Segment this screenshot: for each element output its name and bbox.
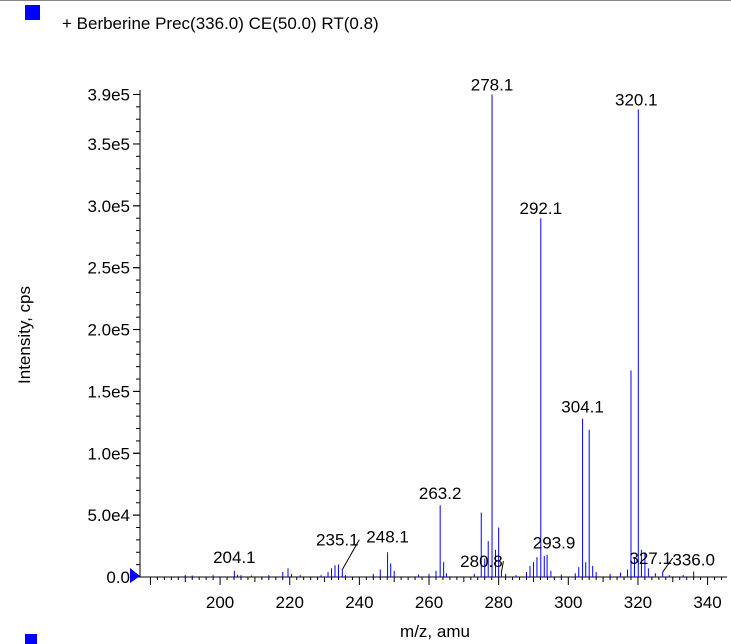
peak-label: 336.0 — [672, 550, 715, 569]
y-axis: 0.0 5.0e4 1.0e5 1.5e5 2.0e5 2.5e5 3.0e5 3.5e5 3.… — [87, 85, 141, 587]
x-tick-label: 260 — [415, 593, 443, 612]
legend-swatch — [25, 5, 40, 20]
peaks — [184, 94, 695, 577]
baseline-marker-icon — [130, 568, 140, 583]
x-tick-label: 280 — [484, 593, 512, 612]
y-tick-label: 0.0 — [106, 568, 130, 587]
y-axis-label: Intensity, cps — [15, 286, 34, 384]
bottom-swatch-fragment — [25, 634, 37, 644]
peak-label: 248.1 — [366, 527, 409, 546]
x-axis-label: m/z, amu — [400, 622, 470, 641]
x-tick-label: 300 — [554, 593, 582, 612]
peak-label-leader — [662, 557, 674, 573]
x-tick-label: 240 — [345, 593, 373, 612]
peak-label: 327.1 — [629, 549, 672, 568]
peak-label: 280.8 — [460, 552, 503, 571]
peak-labels: 204.1 235.1 248.1 263.2 278.1 280.8 292.1 293.9… — [213, 75, 715, 573]
x-tick-label: 340 — [693, 593, 721, 612]
x-tick-label: 200 — [206, 593, 234, 612]
y-tick-label: 2.0e5 — [87, 321, 130, 340]
x-axis: 200 220 240 260 280 300 320 340 — [140, 576, 727, 612]
y-tick-label: 2.5e5 — [87, 259, 130, 278]
y-tick-label: 3.5e5 — [87, 135, 130, 154]
peak-label-leader — [500, 560, 504, 573]
peak-label: 235.1 — [316, 531, 359, 550]
peak-label: 292.1 — [520, 199, 563, 218]
peak-label: 304.1 — [561, 398, 604, 417]
peak-label: 293.9 — [533, 534, 576, 553]
y-tick-label: 1.5e5 — [87, 382, 130, 401]
peak-label: 278.1 — [471, 75, 514, 94]
chart-title: + Berberine Prec(336.0) CE(50.0) RT(0.8) — [62, 14, 379, 33]
x-tick-label: 320 — [624, 593, 652, 612]
y-tick-label: 1.0e5 — [87, 444, 130, 463]
peak-label: 204.1 — [213, 548, 256, 567]
y-tick-label: 3.0e5 — [87, 197, 130, 216]
peak-label-leader — [341, 539, 360, 570]
y-tick-label: 5.0e4 — [87, 506, 130, 525]
y-tick-label: 3.9e5 — [87, 85, 130, 104]
peak-label: 320.1 — [615, 90, 658, 109]
x-tick-label: 220 — [276, 593, 304, 612]
peak-label: 263.2 — [419, 484, 462, 503]
